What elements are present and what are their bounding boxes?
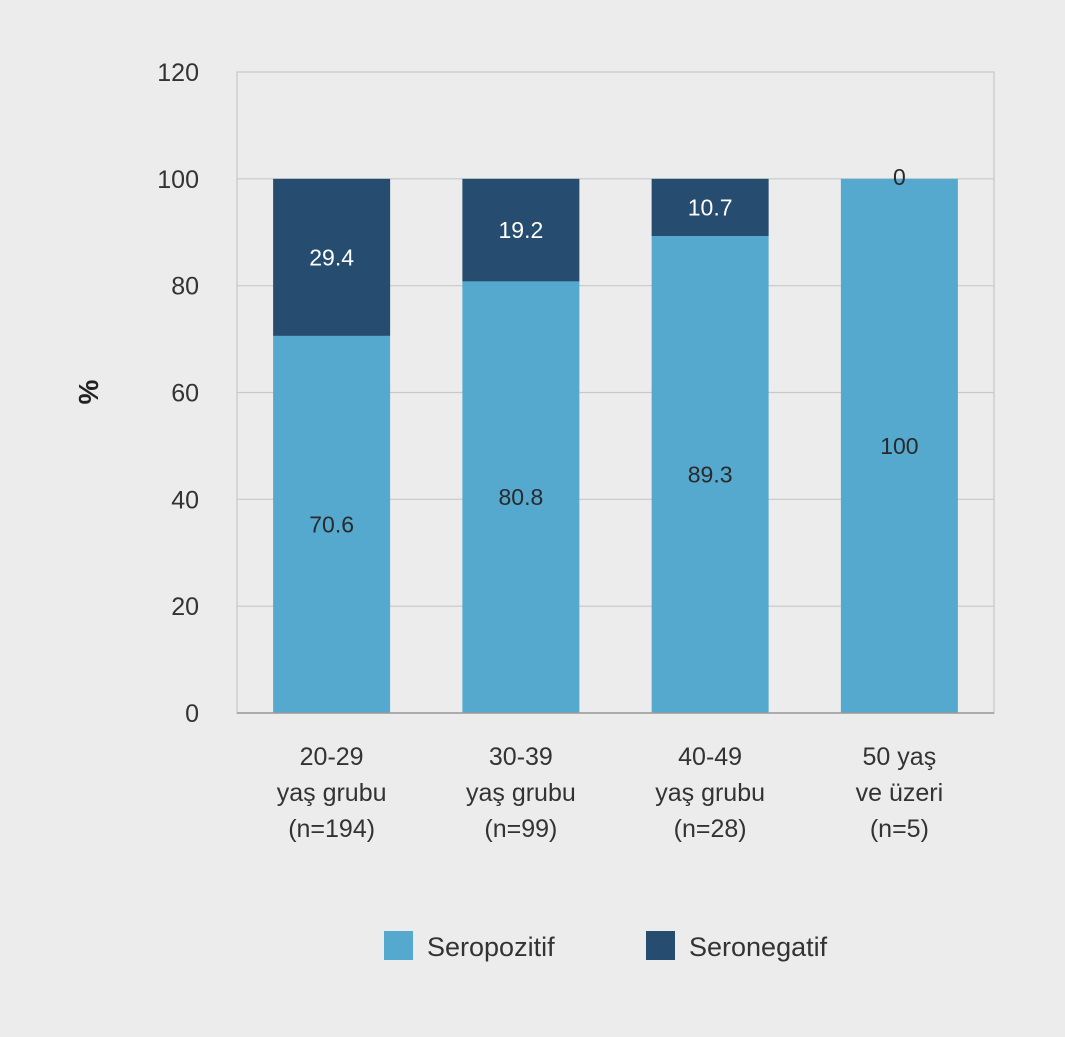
y-tick-label: 100: [157, 166, 199, 194]
data-label-seropozitif: 89.3: [688, 461, 733, 487]
data-label-seropozitif: 70.6: [309, 511, 354, 537]
bar-seropozitif-2: [462, 281, 580, 713]
legend: Seropozitif Seronegatif: [384, 931, 828, 962]
y-axis-label: %: [73, 379, 104, 404]
bar-seronegatif-2: [462, 178, 580, 282]
data-label-seronegatif: 0: [893, 164, 906, 190]
bar-seropozitif-3: [651, 235, 769, 713]
axis-layer: 0 20 40 60 80 100 120 20-29 yaş grubu (n=194) 30-3…: [157, 59, 994, 843]
y-tick-label: 60: [171, 380, 199, 408]
data-label-seronegatif: 29.4: [309, 244, 354, 270]
y-tick-label: 0: [185, 700, 199, 728]
bar-seropozitif-4: [840, 178, 958, 714]
data-label-seronegatif: 10.7: [688, 194, 733, 220]
data-label-seronegatif: 19.2: [498, 217, 543, 243]
legend-swatch-seronegatif: [646, 931, 675, 960]
bar-seronegatif-3: [651, 178, 769, 236]
x-tick-label: 50 yaş ve üzeri (n=5): [856, 743, 944, 843]
y-tick-label: 40: [171, 486, 199, 514]
bar-seronegatif-1: [273, 178, 391, 336]
x-tick-label: 30-39 yaş grubu (n=99): [466, 743, 576, 843]
y-tick-label: 20: [171, 593, 199, 621]
x-tick-label: 40-49 yaş grubu (n=28): [655, 743, 765, 843]
legend-swatch-seropozitif: [384, 931, 413, 960]
y-tick-label: 120: [157, 59, 199, 87]
bars-layer: [273, 178, 958, 714]
legend-label-seronegatif: Seronegatif: [689, 932, 828, 962]
x-tick-label: 20-29 yaş grubu (n=194): [277, 743, 387, 843]
data-labels-layer: 70.6 29.4 80.8 19.2 89.3 10.7 100 0: [309, 164, 918, 538]
data-label-seropozitif: 100: [880, 433, 918, 459]
y-tick-label: 80: [171, 273, 199, 301]
bar-seropozitif-1: [273, 335, 391, 713]
legend-label-seropozitif: Seropozitif: [427, 932, 555, 962]
data-label-seropozitif: 80.8: [498, 484, 543, 510]
